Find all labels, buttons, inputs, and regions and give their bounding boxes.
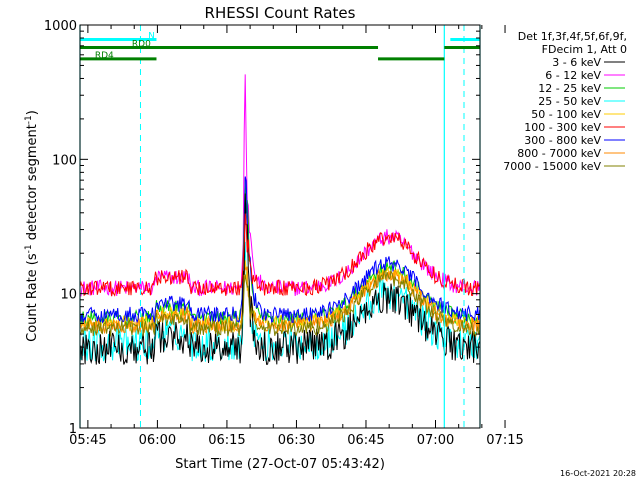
x-tick-label-6: 07:15 <box>486 433 523 448</box>
x-tick-label-0: 05:45 <box>69 433 106 448</box>
flag-label-rd0: RD0 <box>132 39 151 49</box>
legend-label-2: 12 - 25 keV <box>538 82 601 95</box>
legend-label-0: 3 - 6 keV <box>552 56 601 69</box>
y-tick-label-3: 1000 <box>44 19 77 34</box>
legend-label-3: 25 - 50 keV <box>538 95 601 108</box>
y-tick-label-1: 10 <box>60 288 77 303</box>
y-tick-label-0: 1 <box>69 422 77 437</box>
x-tick-label-4: 06:45 <box>347 433 384 448</box>
data-layer <box>79 74 481 365</box>
series-line-2 <box>79 177 481 328</box>
legend-header-1: FDecim 1, Att 0 <box>542 43 627 56</box>
x-tick-label-2: 06:15 <box>208 433 245 448</box>
legend-label-7: 800 - 7000 keV <box>517 147 601 160</box>
legend-label-6: 300 - 800 keV <box>524 134 601 147</box>
legend-label-8: 7000 - 15000 keV <box>503 160 601 173</box>
y-axis-label: Count Rate (s-1 detector segment-1) <box>24 110 40 342</box>
x-tick-label-1: 06:00 <box>139 433 176 448</box>
flag-label-n: N <box>148 31 155 41</box>
axis-layer: 1 10 100 1000 05:45 06:00 06:15 06:30 06:45 07:00… <box>44 19 524 448</box>
legend-label-5: 100 - 300 keV <box>524 121 601 134</box>
legend-label-1: 6 - 12 keV <box>545 69 601 82</box>
series-line-5 <box>79 213 481 297</box>
plot-frame <box>79 24 481 429</box>
chart-title: RHESSI Count Rates <box>205 4 356 22</box>
x-tick-label-3: 06:30 <box>278 433 315 448</box>
footer-timestamp: 16-Oct-2021 20:28 <box>560 469 636 478</box>
legend-label-4: 50 - 100 keV <box>531 108 601 121</box>
x-axis-label: Start Time (27-Oct-07 05:43:42) <box>175 457 385 472</box>
flag-label-rd4: RD4 <box>95 51 114 61</box>
x-tick-label-5: 07:00 <box>417 433 454 448</box>
series-line-0 <box>79 193 481 365</box>
series-line-8 <box>79 269 481 338</box>
series-line-1 <box>79 74 481 297</box>
y-tick-label-2: 100 <box>52 153 77 168</box>
legend-header-0: Det 1f,3f,4f,5f,6f,9f, <box>518 30 627 43</box>
series-line-6 <box>79 176 481 324</box>
legend: Det 1f,3f,4f,5f,6f,9f,FDecim 1, Att 03 -… <box>503 30 627 173</box>
